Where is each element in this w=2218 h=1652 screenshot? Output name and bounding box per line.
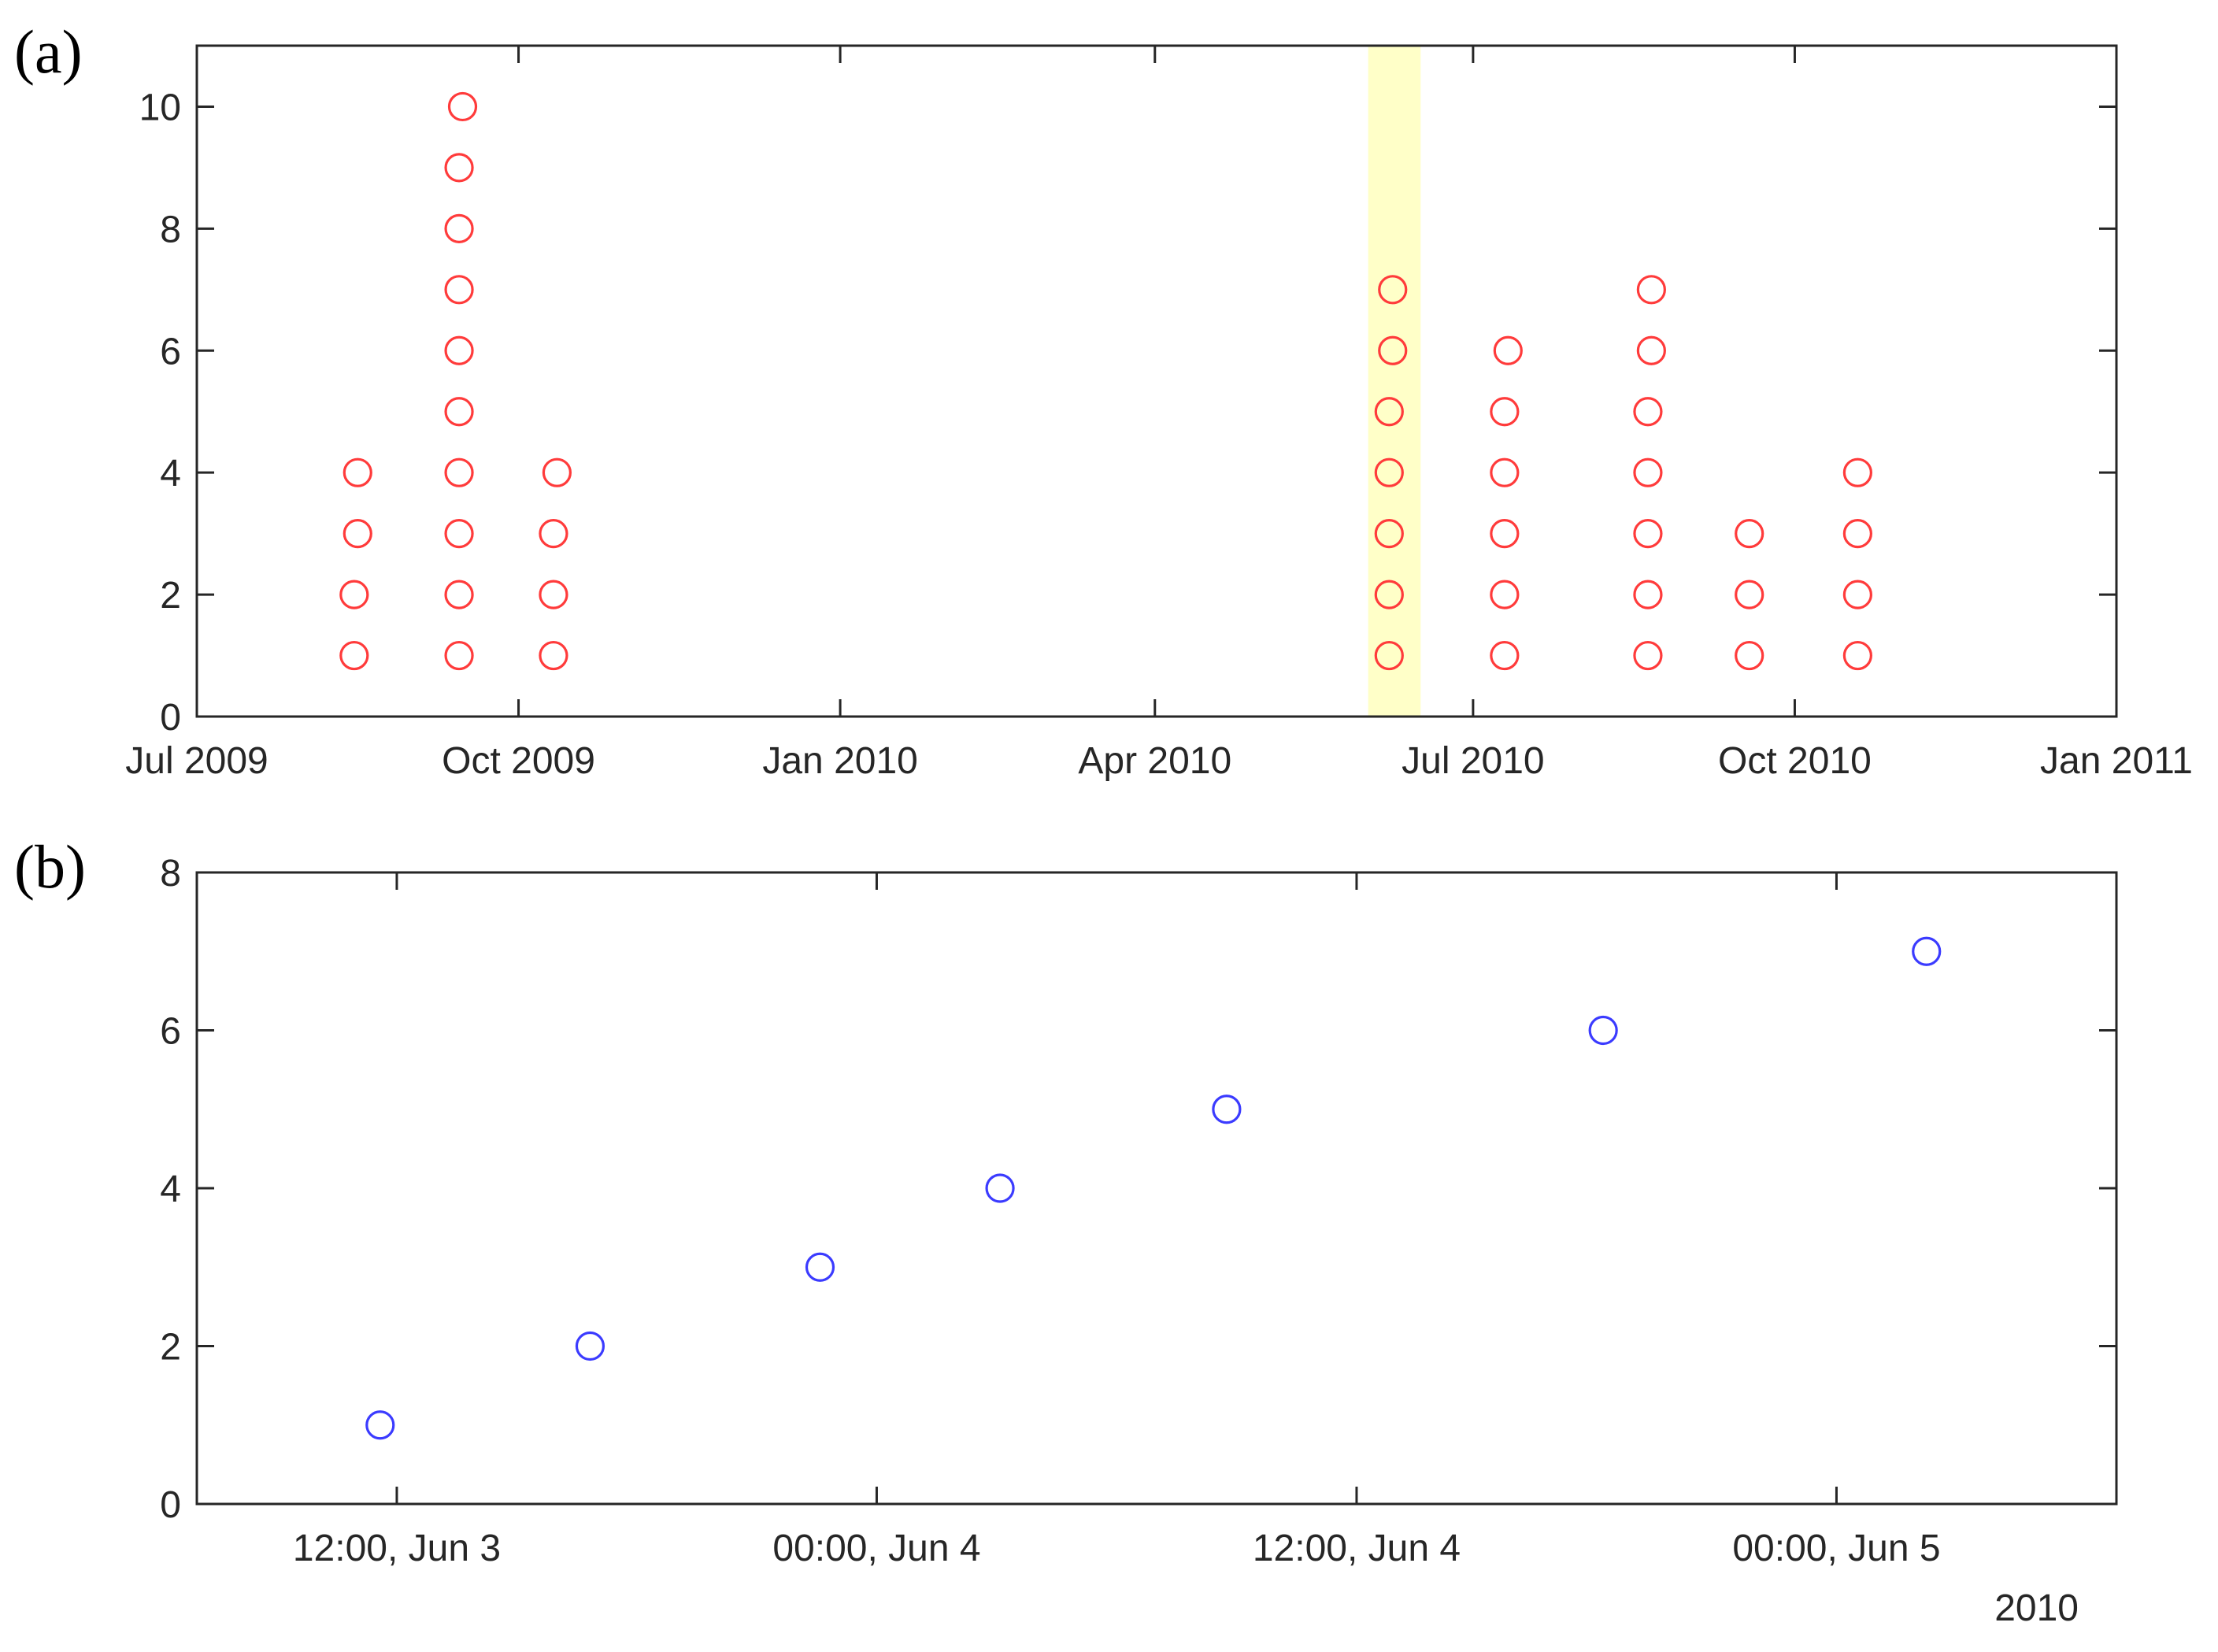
y-tick-label: 0 — [160, 697, 181, 739]
panel-b-x-tick-labels: 12:00, Jun 3 00:00, Jun 4 12:00, Jun 4 00:0… — [293, 1528, 1941, 1569]
panel-b-year-label: 2010 — [1994, 1587, 2079, 1629]
data-point — [444, 457, 474, 487]
x-tick-label: 00:00, Jun 4 — [772, 1528, 980, 1569]
data-point — [1490, 457, 1520, 487]
data-point — [1588, 1015, 1618, 1046]
data-point — [1735, 580, 1764, 609]
y-tick-label: 6 — [160, 331, 181, 372]
x-tick-label: Jan 2010 — [762, 740, 918, 782]
y-tick-label: 6 — [160, 1011, 181, 1053]
data-point — [444, 397, 474, 427]
panel-a-x-tick-labels: Jul 2009 Oct 2009 Jan 2010 Apr 2010 Jul 2010… — [125, 740, 2193, 782]
data-point — [343, 457, 372, 487]
y-tick-label: 2 — [160, 1327, 181, 1369]
data-point — [1374, 397, 1404, 427]
data-point — [1374, 640, 1404, 671]
highlight-band — [1368, 46, 1421, 717]
x-tick-label: 00:00, Jun 5 — [1732, 1528, 1940, 1569]
y-tick-label: 8 — [160, 209, 181, 250]
data-point — [1633, 580, 1663, 609]
data-point — [1633, 457, 1663, 487]
data-point — [1735, 640, 1764, 671]
data-point — [365, 1410, 395, 1440]
data-point — [805, 1252, 835, 1282]
panel-b-axes-box — [195, 871, 2118, 1506]
data-point — [1912, 936, 1942, 966]
panel-a: (a) Jul 2009 Oct 2009 Jan 2010 Apr 2010 Jul … — [14, 17, 2193, 782]
x-tick-label: 12:00, Jun 3 — [293, 1528, 501, 1569]
x-tick-label: 12:00, Jun 4 — [1253, 1528, 1461, 1569]
data-point — [339, 640, 369, 671]
x-tick-label: Oct 2009 — [442, 740, 595, 782]
data-point — [1842, 580, 1872, 609]
data-point — [1493, 335, 1523, 365]
x-tick-label: Jul 2010 — [1402, 740, 1544, 782]
data-point — [1735, 519, 1764, 549]
data-point — [1633, 640, 1663, 671]
data-point — [444, 335, 474, 365]
x-tick-label: Oct 2010 — [1718, 740, 1872, 782]
data-point — [1636, 335, 1666, 365]
panel-a-points — [339, 91, 1872, 671]
data-point — [1378, 275, 1408, 305]
data-point — [542, 457, 572, 487]
data-point — [444, 640, 474, 671]
panel-a-ticks — [195, 46, 2118, 718]
data-point — [1636, 275, 1666, 305]
data-point — [444, 213, 474, 243]
y-tick-label: 8 — [160, 853, 181, 895]
data-point — [539, 640, 568, 671]
data-point — [343, 519, 372, 549]
data-point — [539, 519, 568, 549]
data-point — [1490, 519, 1520, 549]
x-tick-label: Jul 2009 — [125, 740, 268, 782]
data-point — [1633, 397, 1663, 427]
data-point — [447, 91, 478, 122]
data-point — [444, 519, 474, 549]
panel-b-label: (b) — [14, 832, 86, 901]
x-tick-label: Jan 2011 — [2040, 740, 2193, 782]
panel-b-y-tick-labels: 0 2 4 6 8 — [160, 853, 181, 1526]
y-tick-label: 4 — [160, 1169, 181, 1210]
data-point — [985, 1173, 1015, 1203]
data-point — [575, 1331, 605, 1361]
panel-a-axes-box — [195, 44, 2118, 718]
panel-b-points — [365, 936, 1942, 1440]
panel-b-ticks — [197, 871, 2116, 1506]
panel-b: (b) 12:00, Jun 3 00:00, Jun 4 12:00, Jun 4… — [14, 832, 2118, 1629]
data-point — [1212, 1095, 1242, 1124]
data-point — [539, 580, 568, 609]
data-point — [444, 580, 474, 609]
data-point — [1490, 640, 1520, 671]
data-point — [1842, 640, 1872, 671]
panel-a-y-tick-labels: 0 2 4 6 8 10 — [139, 87, 181, 739]
data-point — [444, 153, 474, 183]
y-tick-label: 2 — [160, 575, 181, 617]
data-point — [1490, 580, 1520, 609]
panel-a-label: (a) — [14, 17, 83, 86]
data-point — [1842, 519, 1872, 549]
data-point — [444, 275, 474, 305]
x-tick-label: Apr 2010 — [1078, 740, 1231, 782]
data-point — [339, 580, 369, 609]
data-point — [1378, 335, 1408, 365]
y-tick-label: 0 — [160, 1484, 181, 1526]
data-point — [1490, 397, 1520, 427]
data-point — [1633, 519, 1663, 549]
data-point — [1842, 457, 1872, 487]
data-point — [1374, 519, 1404, 549]
data-point — [1374, 580, 1404, 609]
y-tick-label: 10 — [139, 87, 181, 128]
y-tick-label: 4 — [160, 453, 181, 494]
data-point — [1374, 457, 1404, 487]
